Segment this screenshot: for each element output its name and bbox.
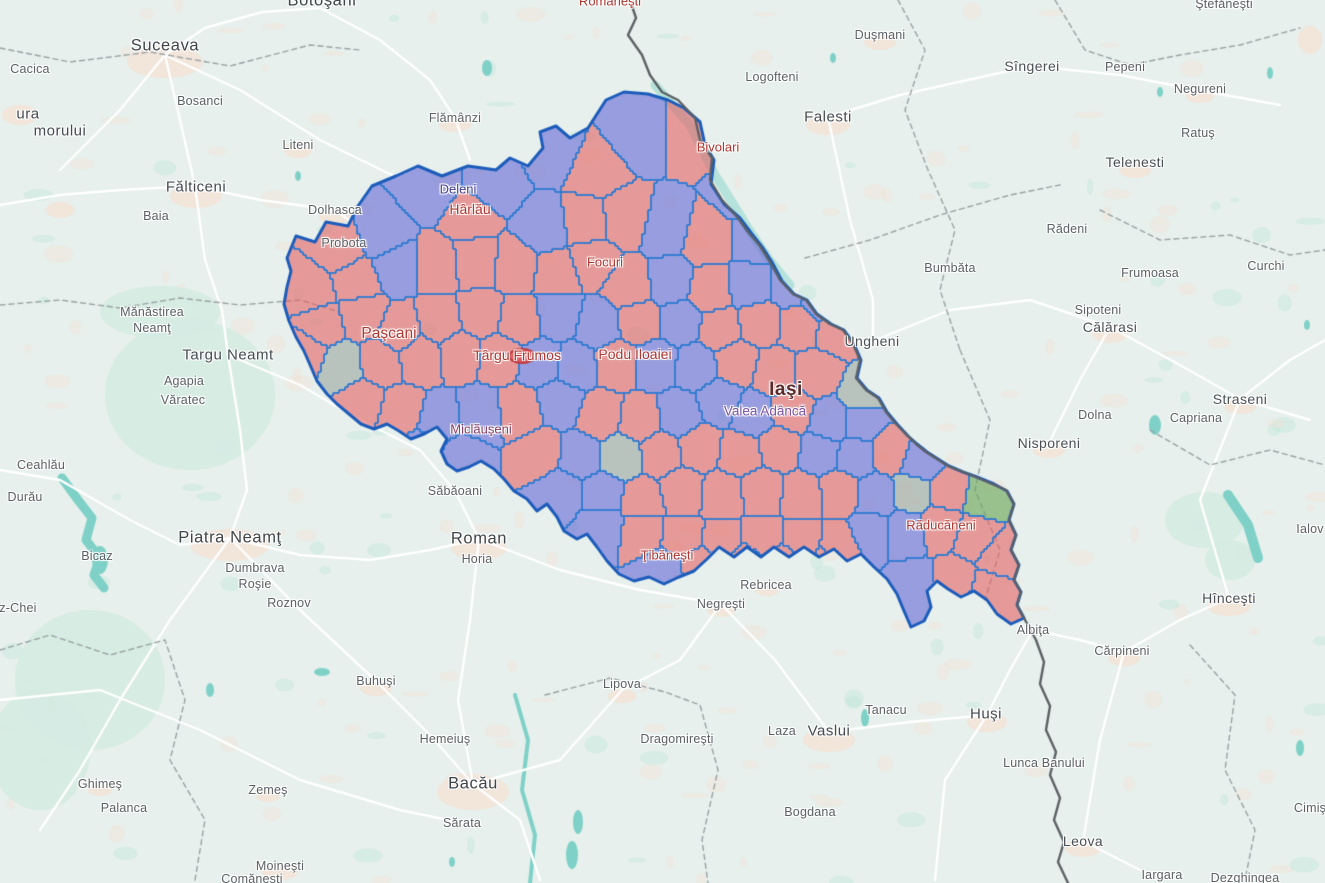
map-label-probota: Probota bbox=[321, 236, 367, 250]
map-label-bumb-ta: Bumbăta bbox=[924, 261, 976, 275]
map-label-leova: Leova bbox=[1062, 833, 1104, 849]
map-label-ghime-: Ghimeş bbox=[77, 777, 123, 791]
map-label-logofteni: Logofteni bbox=[745, 70, 799, 84]
map-label-cimi-: Cimiş bbox=[1293, 801, 1325, 815]
map-label-f-lticeni: Fălticeni bbox=[165, 178, 227, 196]
map-label-lunca-banului: Lunca Banului bbox=[1003, 756, 1085, 770]
map-label-iargara: Iargara bbox=[1141, 868, 1183, 882]
map-label-fl-m-nzi: Flămânzi bbox=[428, 111, 482, 125]
map-label-ungheni: Ungheni bbox=[844, 333, 900, 349]
map-label-pa-cani: Paşcani bbox=[361, 325, 417, 342]
map-label-rom-ne-ti: Româneşti bbox=[578, 0, 642, 9]
map-label-moine-ti: Moineşti bbox=[255, 859, 305, 873]
map-label-z-chei: z-Chei bbox=[0, 601, 37, 615]
map-label-h-rl-u: Hârlău bbox=[449, 201, 491, 217]
map-label-s-rata: Sărata bbox=[442, 816, 482, 830]
map-label-curchi: Curchi bbox=[1247, 259, 1285, 273]
map-label-c-l-rasi: Călărasi bbox=[1082, 319, 1138, 335]
map-label-c-rpineni: Cărpineni bbox=[1094, 644, 1150, 658]
map-label-dumbrava: Dumbrava bbox=[225, 561, 285, 575]
map-label--ib-ne-ti: Ţibăneşti bbox=[640, 547, 694, 563]
map-label-r-duc-neni: Răducăneni bbox=[906, 517, 976, 533]
map-label-dolna: Dolna bbox=[1078, 408, 1112, 422]
map-label-straseni: Straseni bbox=[1212, 391, 1268, 407]
map-label-roznov: Roznov bbox=[267, 596, 311, 610]
map-label-baia: Baia bbox=[143, 209, 169, 223]
map-label-bivolari: Bivolari bbox=[696, 139, 740, 155]
map-label-laza: Laza bbox=[768, 724, 796, 738]
map-label-vaslui: Vaslui bbox=[807, 722, 851, 740]
map-label-palanca: Palanca bbox=[100, 801, 148, 815]
map-label-ro-ie: Roşie bbox=[238, 577, 272, 591]
map-label-nisporeni: Nisporeni bbox=[1017, 435, 1081, 451]
map-label-agapia: Agapia bbox=[163, 374, 205, 388]
map-label-dolhasca: Dolhasca bbox=[308, 203, 362, 217]
map-label-ratu-: Ratuş bbox=[1181, 126, 1215, 140]
map-label-sipoteni: Sipoteni bbox=[1074, 303, 1122, 317]
map-label-falesti: Falesti bbox=[804, 108, 852, 126]
map-label-ceahl-u: Ceahlău bbox=[17, 458, 65, 472]
map-label-focuri: Focuri bbox=[586, 254, 624, 270]
map-label-m-n-stirea: Mănăstirea bbox=[120, 305, 184, 319]
map-label-morului: morului bbox=[33, 122, 87, 140]
map-label-tanacu: Tanacu bbox=[865, 703, 907, 717]
map-label-s-ngerei: Sîngerei bbox=[1004, 58, 1060, 74]
map-label-telenesti: Telenesti bbox=[1105, 154, 1165, 170]
map-label-rebricea: Rebricea bbox=[740, 578, 792, 592]
map-label-suceava: Suceava bbox=[130, 36, 200, 55]
map-label-liteni: Liteni bbox=[282, 138, 314, 152]
map-label-bosanci: Bosanci bbox=[177, 94, 223, 108]
map-label-ialov: Ialov bbox=[1296, 522, 1324, 536]
map-label-dur-u: Durău bbox=[7, 490, 43, 504]
map-label-boto-ani: Botoşani bbox=[287, 0, 357, 10]
map-label-r-deni: Rădeni bbox=[1046, 222, 1088, 236]
map-label-neam-: Neamţ bbox=[133, 321, 171, 335]
map-label-podu-iloaiei: Podu Iloaiei bbox=[598, 346, 672, 362]
map-label-com-ne-ti: Comăneşti bbox=[221, 872, 283, 883]
map-label-v-ratec: Văratec bbox=[160, 393, 206, 407]
map-label-micl-u-eni: Miclăuşeni bbox=[450, 421, 512, 437]
map-label-bogdana: Bogdana bbox=[784, 805, 836, 819]
map-label-cacica: Cacica bbox=[10, 62, 50, 76]
map-label-ia-i: Iaşi bbox=[769, 379, 803, 400]
map-label-negureni: Negureni bbox=[1173, 82, 1227, 96]
map-label-hu-i: Huşi bbox=[969, 705, 1003, 723]
map-label-deleni: Deleni bbox=[439, 181, 477, 197]
map-label-t-rgu-frumos: Târgu Frumos bbox=[473, 347, 561, 363]
map-label-s-b-oani: Săbăoani bbox=[427, 484, 483, 498]
map-label-hemeiu-: Hemeiuş bbox=[419, 732, 471, 746]
map-label-lipova: Lipova bbox=[602, 677, 642, 691]
map-label-bicaz: Bicaz bbox=[81, 549, 113, 563]
map-label-piatra-neam-: Piatra Neamţ bbox=[178, 528, 282, 547]
map-label-dezghingea: Dezghingea bbox=[1210, 871, 1280, 883]
map-label-du-mani: Duşmani bbox=[854, 28, 906, 42]
map-label-frumoasa: Frumoasa bbox=[1121, 266, 1179, 280]
map-label-roman: Roman bbox=[450, 529, 508, 548]
map-label-pepeni: Pepeni bbox=[1104, 60, 1146, 74]
map-label-targu-neamt: Targu Neamt bbox=[182, 346, 274, 364]
map-label-buhu-i: Buhuşi bbox=[356, 674, 396, 688]
map-label-zeme-: Zemeş bbox=[248, 783, 288, 797]
map-label-negre-ti: Negreşti bbox=[696, 597, 746, 611]
map-label-dragomire-ti: Dragomireşti bbox=[640, 732, 714, 746]
map-label-ura: ura bbox=[16, 105, 40, 123]
map-label-valea-ad-nc-: Valea Adâncă bbox=[723, 403, 807, 419]
map-label-capriana: Capriana bbox=[1169, 411, 1223, 425]
map-label-bac-u: Bacău bbox=[448, 774, 498, 793]
map-label-horia: Horia bbox=[461, 552, 493, 566]
map-label-h-nce-ti: Hînceşti bbox=[1202, 590, 1256, 606]
map-label--tef-ne-ti: Ştefăneşti bbox=[1195, 0, 1253, 11]
map-label-albi-a: Albiţa bbox=[1016, 623, 1050, 637]
